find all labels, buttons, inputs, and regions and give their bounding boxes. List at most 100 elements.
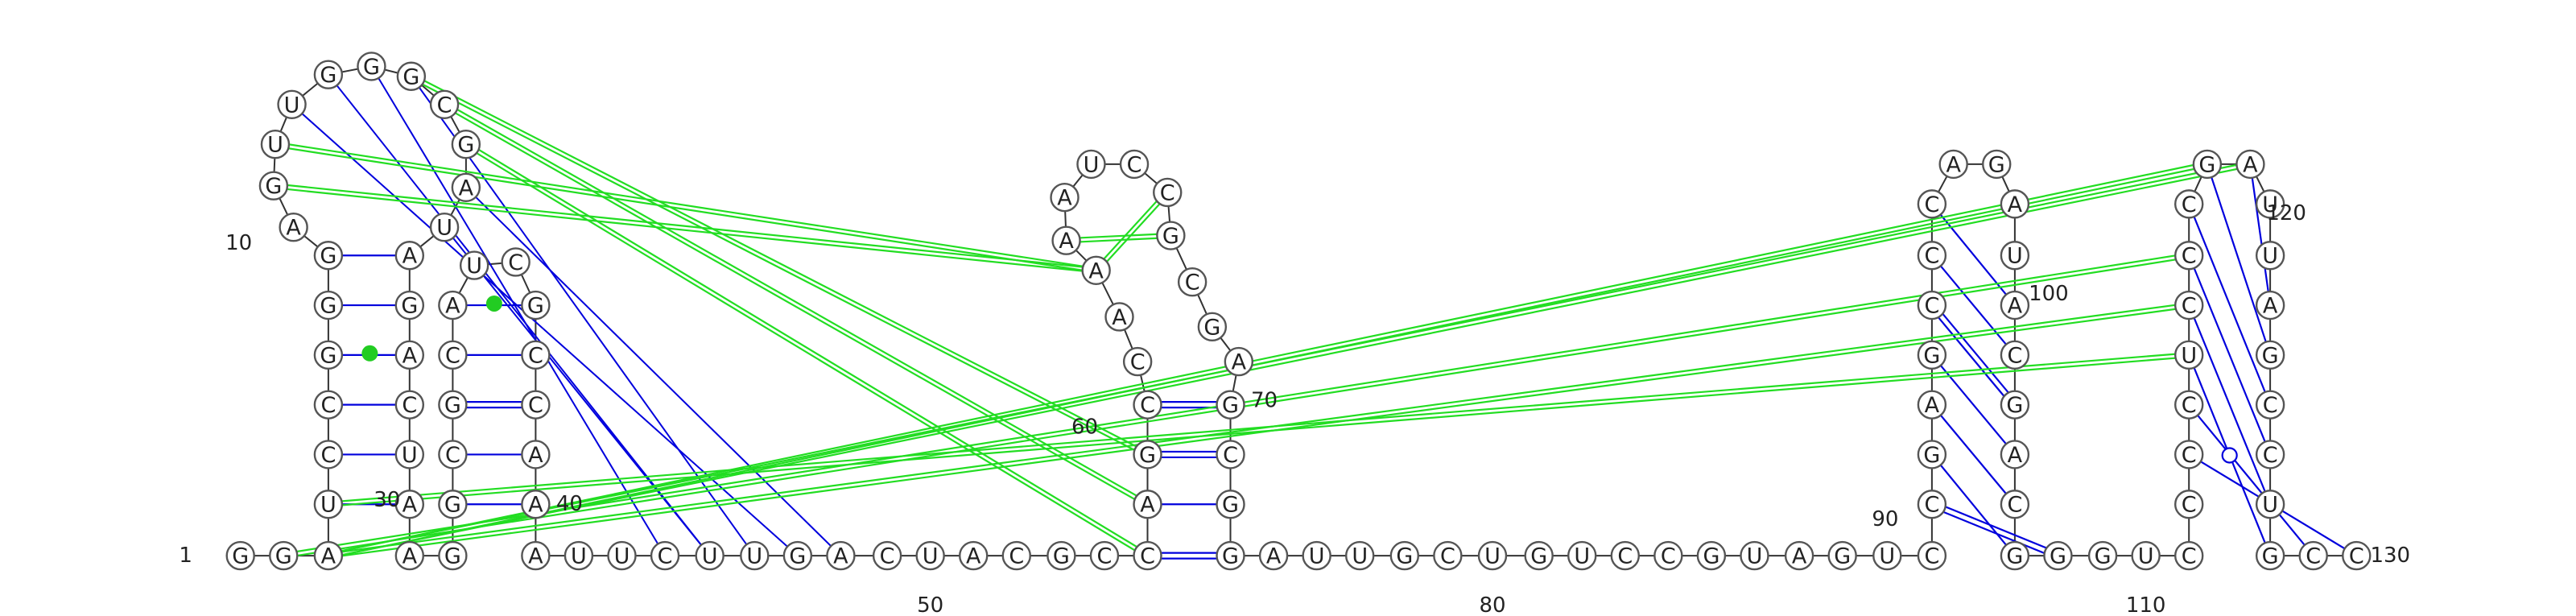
nucleotide-circle xyxy=(872,540,902,571)
nucleotide-letter: C xyxy=(880,544,895,569)
nucleotide: C xyxy=(1917,290,1947,320)
nucleotide-letter: U xyxy=(1747,544,1763,569)
base-pair-au xyxy=(2188,254,2272,455)
nucleotide: G xyxy=(2192,149,2223,180)
nucleotide-letter: A xyxy=(459,176,474,201)
nucleotide: U xyxy=(394,440,425,469)
nucleotide: U xyxy=(2255,241,2285,271)
nucleotide: C xyxy=(2174,290,2204,320)
nucleotide-circle xyxy=(2131,540,2161,571)
nucleotide-circle xyxy=(2255,390,2285,420)
nucleotide-letter: A xyxy=(1232,350,1247,375)
nucleotide: C xyxy=(1089,540,1120,571)
nucleotide-circle xyxy=(2000,241,2030,271)
nucleotide-circle xyxy=(695,540,724,571)
nucleotide-letter: U xyxy=(402,443,418,468)
nucleotide-letter: U xyxy=(571,544,587,569)
nucleotide-circle xyxy=(1389,540,1420,571)
nucleotide: U xyxy=(459,250,489,280)
nucleotide-circle xyxy=(1917,390,1947,420)
nucleotide-circle xyxy=(521,390,551,420)
nucleotide-circle xyxy=(2174,241,2204,271)
nucleotide-letter: C xyxy=(1440,544,1455,569)
nucleotide: A xyxy=(826,540,856,571)
nucleotide: C xyxy=(2174,540,2204,571)
nucleotide-letter: A xyxy=(1925,393,1940,418)
nucleotide: A xyxy=(959,540,989,571)
nucleotide: U xyxy=(1344,540,1375,571)
nucleotide: G xyxy=(2000,540,2030,571)
nucleotide-circle xyxy=(438,490,468,519)
nucleotide: A xyxy=(521,490,551,519)
nucleotide: A xyxy=(521,540,551,571)
nucleotide-circle xyxy=(225,540,255,571)
nucleotide: A xyxy=(1784,540,1814,571)
nucleotide-letter: G xyxy=(2006,393,2023,418)
nucleotide-circle xyxy=(429,89,460,119)
nucleotide-circle xyxy=(459,250,489,280)
nucleotide-circle xyxy=(2174,340,2204,370)
nucleotide-circle xyxy=(1133,490,1162,519)
base-pair-au xyxy=(2249,163,2272,306)
nucleotide: G xyxy=(313,60,344,89)
nucleotide-circle xyxy=(1302,540,1331,571)
nucleotide-letter: U xyxy=(2262,244,2278,269)
nucleotide-circle xyxy=(394,290,425,320)
nucleotide-circle xyxy=(2000,390,2030,420)
nucleotide-letter: G xyxy=(1222,393,1239,418)
nucleotide-letter: G xyxy=(1923,343,1940,368)
nucleotide-circle xyxy=(438,340,468,370)
nucleotide-circle xyxy=(1216,440,1245,469)
base-pair-gc xyxy=(1930,506,2058,560)
nucleotide-letter: G xyxy=(1923,443,1940,468)
pseudoknot-pair xyxy=(328,161,2207,555)
position-label: 60 xyxy=(1071,415,1098,440)
nucleotide: U xyxy=(2255,490,2285,519)
nucleotide-letter: U xyxy=(1574,544,1590,569)
nucleotide: A xyxy=(451,172,481,202)
long-range-pair xyxy=(444,226,711,556)
nucleotide-circle xyxy=(1177,267,1208,297)
nucleotide-letter: A xyxy=(402,493,418,518)
nucleotide-letter: C xyxy=(437,93,452,118)
nucleotide-letter: C xyxy=(2182,443,2197,468)
long-range-pair xyxy=(370,65,666,556)
position-label: 10 xyxy=(225,231,252,255)
position-label: 90 xyxy=(1872,507,1898,531)
nucleotide: G xyxy=(1917,340,1947,370)
nucleotide-letter: A xyxy=(966,544,981,569)
nucleotide-circle xyxy=(2192,149,2223,180)
nucleotide-letter: G xyxy=(320,343,336,368)
nucleotide-letter: G xyxy=(457,133,474,158)
backbone xyxy=(240,65,2357,557)
nucleotide-circle xyxy=(1982,149,2012,180)
nucleotide: G xyxy=(313,290,344,320)
nucleotide: C xyxy=(872,540,902,571)
long-range-pair xyxy=(291,104,799,556)
nucleotide-letter: U xyxy=(2181,343,2197,368)
nucleotide-letter: U xyxy=(284,93,300,118)
nucleotide-circle xyxy=(438,540,468,571)
nucleotide-letter: C xyxy=(1009,544,1024,569)
nucleotide-circle xyxy=(258,171,289,201)
position-label: 110 xyxy=(2126,593,2166,616)
nucleotide-letter: C xyxy=(445,343,460,368)
nucleotide-circle xyxy=(396,61,427,91)
nucleotide-letter: G xyxy=(363,55,380,80)
nucleotide-circle xyxy=(1076,149,1106,180)
nucleotide-circle xyxy=(2000,490,2030,519)
nucleotide-circle xyxy=(2255,340,2285,370)
nucleotide: G xyxy=(258,171,289,201)
nucleotide: C xyxy=(650,540,680,571)
pseudoknot-pair xyxy=(444,101,1150,504)
pseudoknot-pair xyxy=(274,183,1097,270)
nucleotide-letter: G xyxy=(2198,152,2215,177)
gu-pair-marker xyxy=(2221,447,2238,464)
nucleotide: G xyxy=(1156,221,1186,250)
nucleotide: A xyxy=(1051,225,1081,255)
nucleotide-letter: C xyxy=(1924,493,1939,518)
nucleotide-letter: G xyxy=(1834,544,1851,569)
nucleotide-letter: A xyxy=(1140,493,1155,518)
nucleotide: G xyxy=(1982,149,2012,180)
nucleotide-circle xyxy=(521,490,551,519)
